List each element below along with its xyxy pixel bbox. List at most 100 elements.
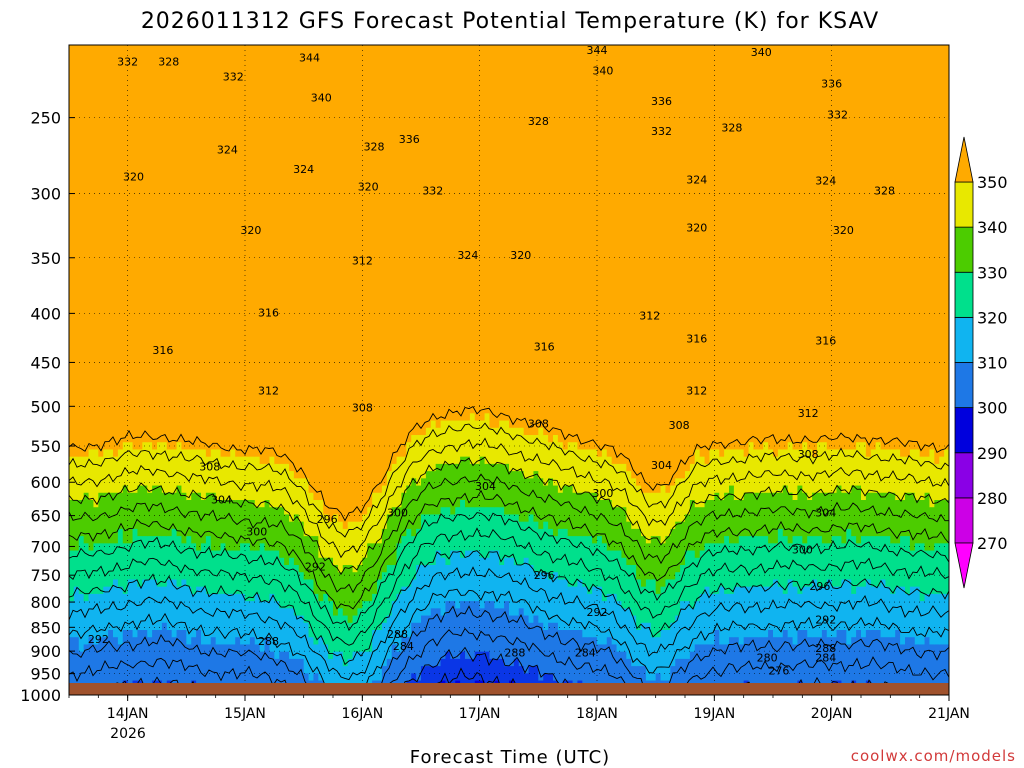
band-cell [259,543,266,602]
band-cell [753,536,759,588]
isentrope-304 [69,627,949,695]
band-cell [587,45,593,451]
band-cell [132,528,139,581]
y-tick-label: 250 [30,109,61,128]
band-cell [396,45,403,458]
band-cell [817,586,823,638]
band-cell [269,651,275,695]
band-cell [601,500,608,544]
band-cell [210,550,217,595]
isentrope-label-text: 304 [475,480,496,493]
band-cell [181,543,187,581]
band-cell [396,543,403,595]
band-cell [548,622,554,674]
band-cell [73,45,80,458]
band-cell [597,45,603,458]
band-cell [685,514,691,552]
band-cell [821,586,828,631]
band-cell [381,622,388,667]
band-cell [557,492,564,530]
isentrope-label-text: 304 [651,459,672,472]
y-tick-label: 800 [30,593,61,612]
band-cell [914,644,921,695]
band-cell [504,557,510,602]
band-cell [826,543,833,581]
band-cell [249,456,256,501]
band-cell [919,456,926,501]
band-cell [284,608,290,653]
band-cell [797,630,803,682]
band-cell [235,45,241,458]
band-cell [797,593,803,631]
band-cell [680,565,686,602]
band-cell [802,492,808,544]
band-cell [416,622,422,682]
band-cell [264,45,271,465]
band-cell [606,500,613,552]
band-cell [298,521,305,573]
isentrope-label: 332 [827,109,848,122]
band-cell [494,507,500,552]
band-cell [670,666,676,695]
isentrope-label: 276 [768,665,789,678]
colorbar-label: 330 [977,263,1008,282]
band-cell [513,514,520,566]
band-cell [362,601,368,653]
band-cell [108,543,114,588]
band-cell [611,593,618,646]
isentrope-label-text: 316 [534,340,555,353]
band-cell [919,644,926,689]
band-cell [699,550,706,595]
band-cell [303,536,310,581]
band-cell [342,528,349,566]
band-cell [284,514,290,566]
band-cell [807,586,813,638]
band-cell [567,45,574,443]
band-cell [851,536,857,595]
band-cell [870,449,877,494]
band-cell [215,449,222,501]
band-cell [78,536,85,595]
band-cell [93,593,99,646]
isentrope-label: 288 [258,635,279,648]
isentrope-label: 328 [528,115,549,128]
y-tick-label: 700 [30,537,61,556]
isentrope-label: 312 [258,385,279,398]
band-cell [416,528,422,566]
band-cell [685,550,691,602]
band-cell [240,593,246,646]
isentrope-label-text: 340 [311,92,332,105]
band-cell [592,586,598,638]
band-cell [944,449,949,501]
band-cell [616,507,623,552]
band-cell [318,45,324,501]
band-cell [254,550,261,595]
band-cell [523,615,530,674]
band-cell [675,572,681,617]
band-cell [333,45,339,516]
band-cell [621,557,627,609]
band-cell [533,471,539,523]
band-cell [323,644,329,695]
band-cell [826,449,833,494]
band-cell [831,45,838,451]
isentrope-label: 284 [393,640,414,653]
isentrope-label: 308 [199,461,220,474]
isentrope-label-text: 324 [457,249,478,262]
band-cell [518,471,525,523]
band-cell [88,449,95,501]
band-cell [264,550,271,602]
band-cell [870,586,877,631]
band-cell [259,45,266,465]
band-cell [215,644,222,695]
colorbar-label: 340 [977,218,1008,237]
band-cell [875,442,882,494]
band-cell [386,471,393,516]
band-cell [435,514,442,552]
isentrope-label: 296 [317,513,338,526]
band-cell [455,658,461,682]
band-cell [152,45,158,451]
isentrope-label-text: 296 [317,513,338,526]
isentrope-label-text: 312 [798,407,819,420]
